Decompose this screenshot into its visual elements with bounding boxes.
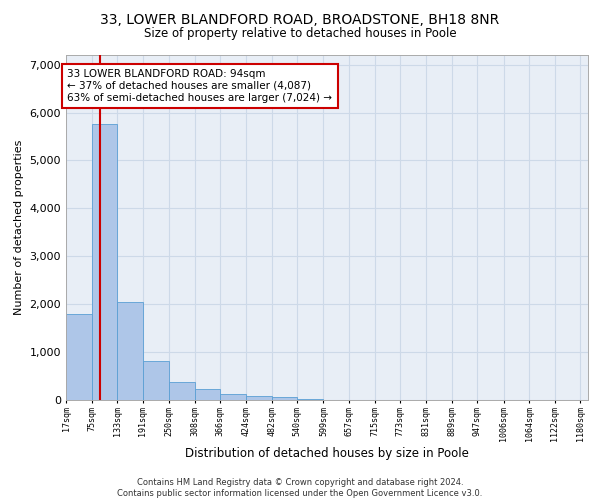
Text: Size of property relative to detached houses in Poole: Size of property relative to detached ho… <box>143 28 457 40</box>
Bar <box>169 382 195 400</box>
Text: Contains HM Land Registry data © Crown copyright and database right 2024.
Contai: Contains HM Land Registry data © Crown c… <box>118 478 482 498</box>
Bar <box>143 360 169 400</box>
Bar <box>246 396 272 400</box>
Bar <box>92 124 118 400</box>
Text: 33 LOWER BLANDFORD ROAD: 94sqm
← 37% of detached houses are smaller (4,087)
63% : 33 LOWER BLANDFORD ROAD: 94sqm ← 37% of … <box>67 70 332 102</box>
Text: 33, LOWER BLANDFORD ROAD, BROADSTONE, BH18 8NR: 33, LOWER BLANDFORD ROAD, BROADSTONE, BH… <box>100 12 500 26</box>
Bar <box>220 394 246 400</box>
Bar <box>272 398 298 400</box>
Bar <box>66 314 92 400</box>
Bar <box>195 388 220 400</box>
Bar <box>298 398 323 400</box>
Y-axis label: Number of detached properties: Number of detached properties <box>14 140 24 315</box>
X-axis label: Distribution of detached houses by size in Poole: Distribution of detached houses by size … <box>185 448 469 460</box>
Bar <box>118 302 143 400</box>
